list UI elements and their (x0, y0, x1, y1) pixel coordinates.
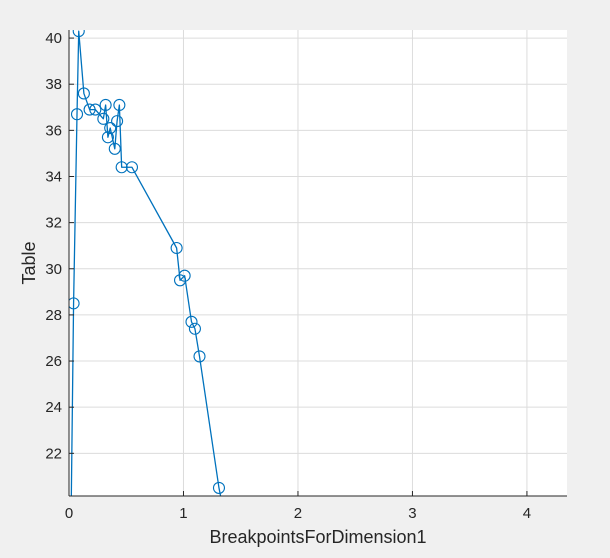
data-point (188, 322, 201, 335)
x-tick-label: 1 (179, 505, 187, 522)
data-point (212, 481, 226, 494)
y-tick-label: 22 (45, 445, 62, 462)
y-tick-label: 26 (45, 353, 62, 370)
data-point (125, 161, 139, 174)
data-point (170, 241, 183, 255)
y-tick-label: 36 (45, 122, 62, 139)
data-point (173, 274, 187, 287)
x-axis-label: BreakpointsForDimension1 (209, 527, 426, 547)
data-point (193, 350, 206, 363)
data-point (101, 131, 114, 144)
series-group (69, 30, 226, 496)
plot-area (69, 30, 567, 496)
data-point (89, 103, 102, 116)
data-point (104, 121, 117, 135)
y-tick-label: 28 (45, 307, 62, 324)
y-tick-label: 24 (45, 399, 62, 416)
y-axis-label: Table (19, 241, 39, 284)
y-tick-label: 34 (45, 168, 62, 185)
grid (68, 30, 567, 496)
data-point (69, 297, 80, 310)
y-tick-label: 40 (45, 30, 62, 47)
data-point (77, 87, 90, 100)
data-point (83, 103, 96, 116)
data-point (70, 108, 84, 121)
x-tick-label: 2 (294, 505, 302, 522)
data-point (111, 115, 124, 128)
data-point (97, 112, 110, 125)
data-point (108, 142, 121, 155)
series-line (70, 30, 222, 496)
data-point (113, 98, 126, 112)
x-tick-label: 3 (408, 505, 416, 522)
data-point (99, 98, 112, 112)
data-point (115, 161, 128, 174)
data-point (72, 30, 85, 38)
series-layer (69, 30, 226, 496)
y-tick-label: 38 (45, 76, 62, 93)
x-tick-label: 0 (65, 505, 73, 522)
data-point (185, 315, 198, 328)
x-tick-label: 4 (523, 505, 531, 522)
y-tick-label: 30 (45, 261, 62, 278)
y-tick-label: 32 (45, 215, 62, 232)
data-point (178, 269, 191, 282)
